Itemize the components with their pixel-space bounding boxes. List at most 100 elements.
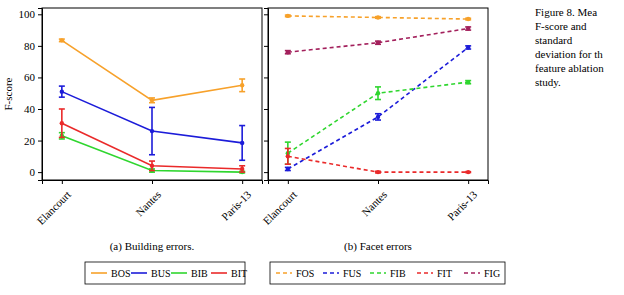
error-bar — [149, 107, 155, 154]
legend-box — [270, 262, 505, 284]
y-tick: 100 — [19, 8, 43, 20]
error-bar-cap — [149, 160, 155, 162]
plot-frame — [42, 8, 262, 180]
legend-item: BOS — [91, 268, 130, 279]
legend-item: FIT — [417, 268, 452, 279]
y-tick-label: 100 — [19, 8, 36, 20]
y-tick-mark — [38, 172, 42, 173]
legend: FOS FUS FIB FIT FIG — [270, 262, 505, 284]
data-point — [466, 17, 470, 21]
legend-swatch — [276, 272, 292, 274]
error-bar-cap — [149, 154, 155, 156]
caption-line: study. — [535, 76, 561, 88]
y-tick — [264, 172, 268, 173]
x-tick-label: Elancourt — [260, 188, 299, 227]
x-tick-mark — [378, 180, 379, 184]
data-point — [376, 91, 380, 95]
legend-swatch — [323, 272, 339, 274]
data-point — [240, 83, 244, 87]
y-tick-mark — [38, 141, 42, 142]
legend-label: FIT — [437, 268, 452, 279]
caption-line: feature ablation — [535, 62, 604, 74]
x-tick: Nantes — [359, 180, 389, 218]
error-bar — [285, 148, 291, 164]
error-bar-cap — [375, 119, 381, 121]
x-axis: Elancourt Nantes Paris-13 — [260, 180, 488, 227]
legend-item: BUS — [131, 268, 170, 279]
error-bar — [375, 41, 381, 44]
error-bar — [285, 51, 291, 54]
error-bar-cap — [239, 125, 245, 127]
data-point — [466, 26, 470, 30]
error-bar-cap — [59, 108, 65, 110]
y-tick-label: 0 — [30, 166, 36, 178]
legend-swatch — [464, 272, 480, 274]
legend-label: FOS — [296, 268, 314, 279]
legend-label: FIG — [484, 268, 500, 279]
caption-line: F-score and — [535, 20, 587, 32]
y-tick-mark — [264, 141, 268, 142]
data-point — [376, 170, 380, 174]
error-bar-cap — [285, 148, 291, 150]
caption-line: deviation for th — [535, 48, 603, 60]
legend-swatch — [211, 272, 227, 274]
y-axis-title: F-score — [2, 77, 14, 110]
error-bar — [239, 166, 245, 172]
data-point — [60, 121, 64, 125]
error-bar — [149, 98, 155, 103]
y-tick-mark — [264, 14, 268, 15]
legend-label: FUS — [343, 268, 361, 279]
error-bar — [149, 161, 155, 170]
y-tick — [264, 14, 268, 15]
series — [285, 26, 471, 54]
error-bar — [465, 27, 471, 30]
data-point — [286, 167, 290, 171]
series-line — [288, 156, 468, 172]
y-tick — [264, 141, 268, 142]
legend-label: BOS — [111, 268, 130, 279]
legend-swatch — [171, 272, 187, 274]
legend-label: FIB — [390, 268, 406, 279]
series-line — [62, 40, 242, 100]
data-point — [286, 50, 290, 54]
series — [285, 45, 471, 171]
x-axis-line — [43, 181, 263, 185]
y-tick: 80 — [24, 40, 42, 52]
x-tick-mark — [288, 180, 289, 184]
y-tick-label: 20 — [24, 135, 36, 147]
error-bar — [59, 39, 65, 42]
data-point — [286, 154, 290, 158]
plot-frame — [268, 8, 488, 180]
x-tick-label: Nantes — [359, 188, 389, 218]
legend-item: FIG — [464, 268, 500, 279]
legend-swatch — [91, 272, 107, 274]
legend-label: BUS — [151, 268, 170, 279]
legend-swatch — [370, 272, 386, 274]
legend-label: BIB — [191, 268, 208, 279]
y-axis: 020406080100 — [19, 8, 43, 180]
caption-line: Figure 8. Mea — [535, 6, 597, 18]
plot-area — [59, 38, 245, 174]
error-bar-cap — [285, 141, 291, 143]
y-tick: 0 — [30, 166, 43, 178]
error-bar-cap — [285, 163, 291, 165]
error-bar — [375, 114, 381, 120]
data-point — [466, 45, 470, 49]
x-tick-mark — [242, 180, 243, 184]
y-tick-mark — [38, 77, 42, 78]
x-tick: Paris-13 — [219, 180, 254, 223]
caption-line: standard — [535, 34, 573, 46]
legend: BOS BUS BIBBIT — [85, 262, 247, 284]
legend-item: BIT — [211, 268, 247, 279]
x-tick: Elancourt — [34, 180, 73, 227]
data-point — [376, 115, 380, 119]
data-point — [466, 80, 470, 84]
error-bar-cap — [375, 99, 381, 101]
series-line — [288, 29, 468, 53]
error-bar-cap — [239, 159, 245, 161]
y-tick-mark — [264, 77, 268, 78]
data-point — [376, 41, 380, 45]
x-tick: Paris-13 — [445, 180, 480, 223]
error-bar — [239, 171, 245, 173]
error-bar — [59, 109, 65, 137]
